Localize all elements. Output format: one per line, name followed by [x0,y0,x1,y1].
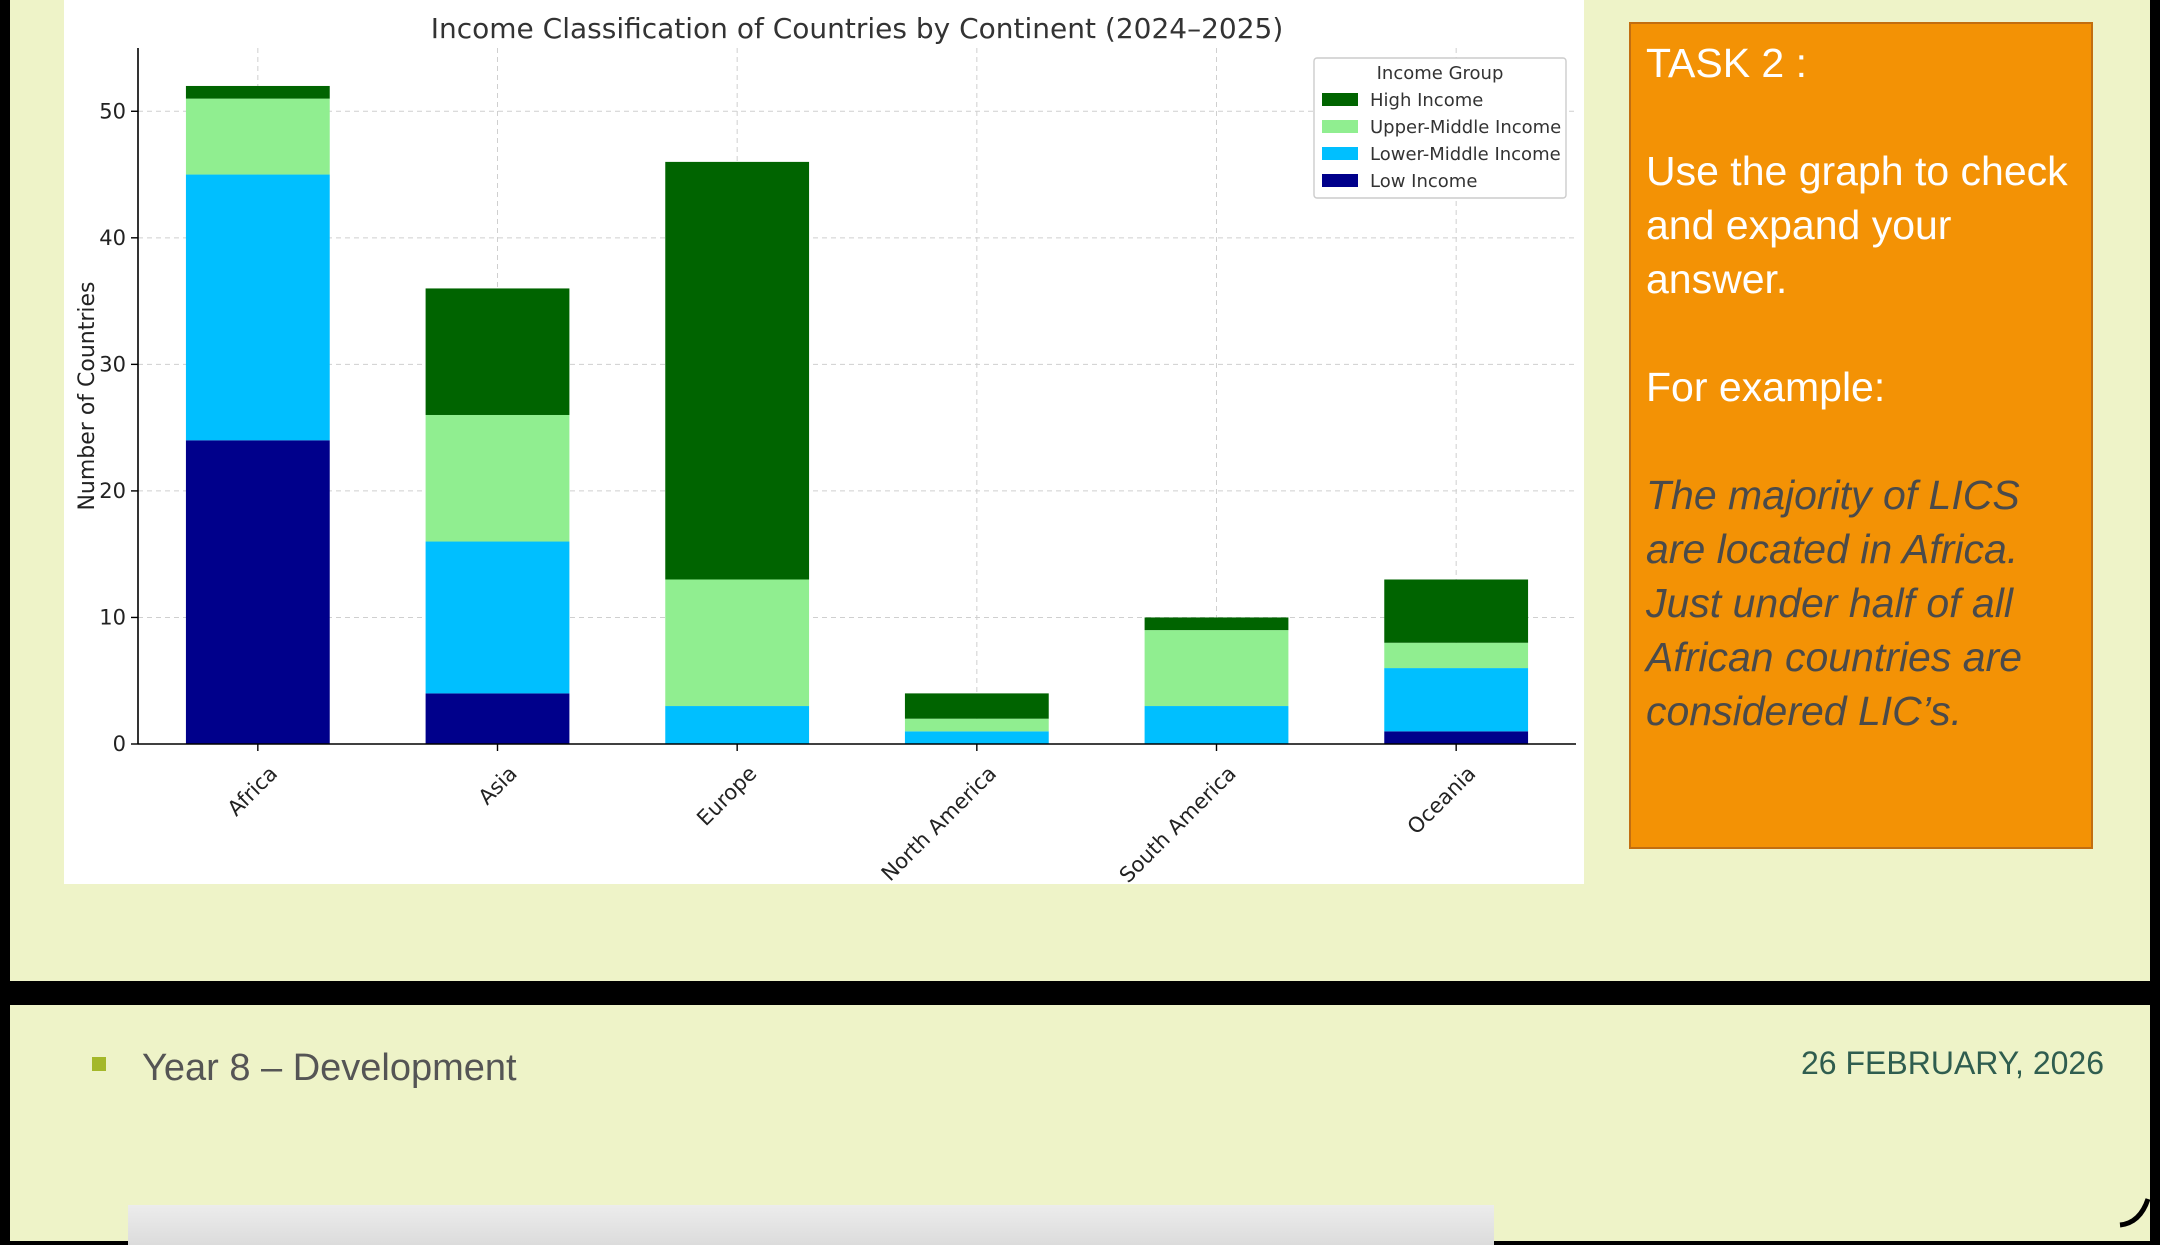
page-curl-icon [2119,1198,2151,1228]
legend-title: Income Group [1377,63,1504,84]
slide-bottom: Year 8 – Development 26 FEBRUARY, 2026 [10,1005,2150,1245]
legend-label: Upper-Middle Income [1370,117,1561,138]
legend-box [1313,57,1567,199]
y-axis-label: Number of Countries [75,281,100,510]
bar-segment [904,693,1049,719]
slide-image [128,1205,1494,1245]
task-instruction: Use the graph to check and expand your a… [1646,148,2068,302]
y-tick-label: 40 [99,226,126,250]
legend-swatch [1322,93,1358,106]
bar-segment [185,98,330,175]
legend-label: Lower-Middle Income [1370,144,1561,165]
bar-segment [1384,579,1529,643]
bar-segment [425,414,570,542]
legend-swatch [1322,147,1358,160]
task-heading: TASK 2 : [1646,40,1808,86]
chart-title: Income Classification of Countries by Co… [431,12,1284,45]
bar-segment [185,174,330,441]
bar-segment [1144,617,1289,631]
bar-segment [425,541,570,694]
bar-segment [665,706,810,744]
task-example-text: The majority of LICS are located in Afri… [1646,472,2023,734]
bar-segment [1384,668,1529,732]
bar-segment [904,731,1049,744]
bar-segment [1384,642,1529,669]
bullet-square-icon [92,1057,106,1071]
bar-segment [185,440,330,744]
bar-segment [1144,706,1289,744]
chart-panel: 0 10 20 30 40 50 Africa Asia Europe North America… [64,0,1584,884]
bar-segment [665,161,810,580]
legend-swatch [1322,174,1358,187]
x-tick-label: North America [877,761,1001,884]
x-tick-label: Europe [692,761,761,830]
legend-swatch [1322,120,1358,133]
y-tick-label: 20 [99,479,126,503]
x-tick-label: Africa [223,761,282,820]
slide-date: 26 FEBRUARY, 2026 [1801,1045,2104,1081]
bar-segment [904,718,1049,732]
y-tick-label: 30 [99,352,126,376]
task-example-label: For example: [1646,364,1886,410]
x-tick-label: Oceania [1403,761,1481,839]
bar-segment [1144,630,1289,707]
slide-title: Year 8 – Development [142,1047,517,1089]
bar-segment [185,85,330,99]
bar-segment [425,693,570,744]
task-box: TASK 2 : Use the graph to check and expa… [1629,22,2093,849]
x-tick-label: South America [1115,761,1241,884]
income-chart: 0 10 20 30 40 50 Africa Asia Europe North America… [75,12,1576,884]
y-tick-label: 50 [99,99,126,123]
legend-label: High Income [1370,90,1483,111]
legend-label: Low Income [1370,171,1477,192]
y-tick-label: 10 [99,605,126,629]
bar-segment [1384,731,1529,744]
bar-segment [665,579,810,707]
bar-segment [425,288,570,415]
y-tick-label: 0 [113,732,126,756]
x-tick-label: Asia [474,761,522,809]
slide-top: 0 10 20 30 40 50 Africa Asia Europe North America… [10,0,2150,981]
